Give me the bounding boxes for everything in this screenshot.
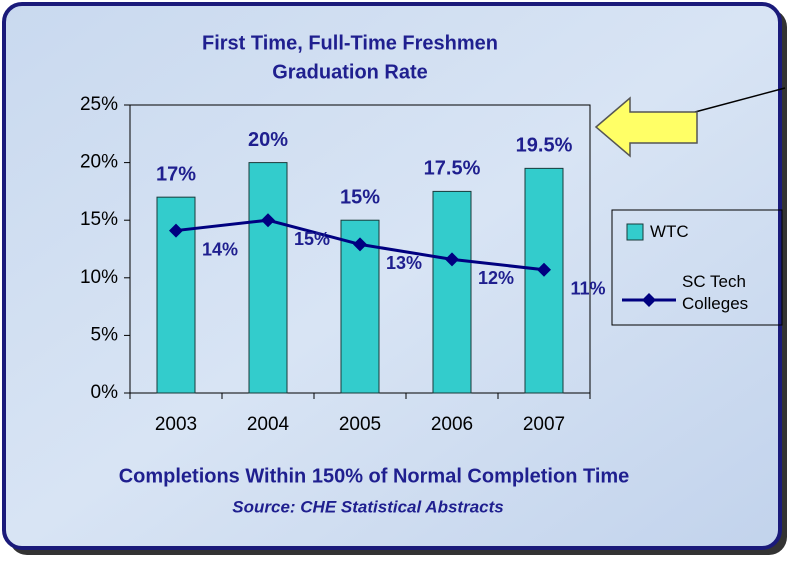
marker — [537, 262, 551, 277]
marker — [353, 237, 367, 252]
data-label: 15% — [294, 229, 330, 249]
chart-title: Graduation Rate — [272, 61, 428, 83]
footnote: Completions Within 150% of Normal Comple… — [119, 465, 630, 487]
data-label: 20% — [248, 129, 288, 151]
marker — [169, 223, 183, 238]
bar — [432, 190, 472, 394]
source: Source: CHE Statistical Abstracts — [232, 497, 503, 516]
data-label: 13% — [386, 253, 422, 273]
legend-label: SC Tech Colleges — [682, 272, 749, 313]
data-label: 17% — [156, 163, 196, 185]
x-tick-label: 2006 — [431, 414, 473, 435]
data-label: 15% — [340, 186, 380, 208]
legend-box — [611, 209, 783, 326]
bar — [248, 162, 288, 394]
legend-swatch — [626, 223, 644, 241]
x-tick-label: 2005 — [339, 414, 381, 435]
frame — [2, 2, 782, 550]
y-tick-label: 5% — [91, 324, 119, 345]
callout-arrow — [594, 87, 786, 158]
data-label: 12% — [478, 268, 514, 288]
y-tick-label: 10% — [80, 267, 118, 288]
legend-entry: SC Tech Colleges — [682, 272, 749, 313]
data-label: 17.5% — [424, 158, 481, 180]
data-label: 19.5% — [516, 135, 573, 157]
legend-marker — [642, 293, 656, 307]
x-tick-label: 2004 — [247, 414, 290, 435]
y-tick-label: 15% — [80, 209, 118, 230]
y-tick-label: 25% — [80, 94, 118, 115]
legend-label: WTC — [650, 222, 689, 241]
chart-title: First Time, Full-Time Freshmen — [202, 32, 498, 54]
marker — [261, 213, 275, 228]
x-tick-label: 2007 — [523, 414, 565, 435]
y-tick-label: 0% — [91, 382, 119, 403]
legend-entry: WTC — [650, 222, 689, 241]
marker — [445, 252, 459, 267]
data-label: 11% — [570, 278, 605, 298]
x-tick-label: 2003 — [155, 414, 197, 435]
y-tick-label: 20% — [80, 152, 118, 173]
bar — [524, 167, 564, 394]
data-label: 14% — [202, 239, 238, 259]
